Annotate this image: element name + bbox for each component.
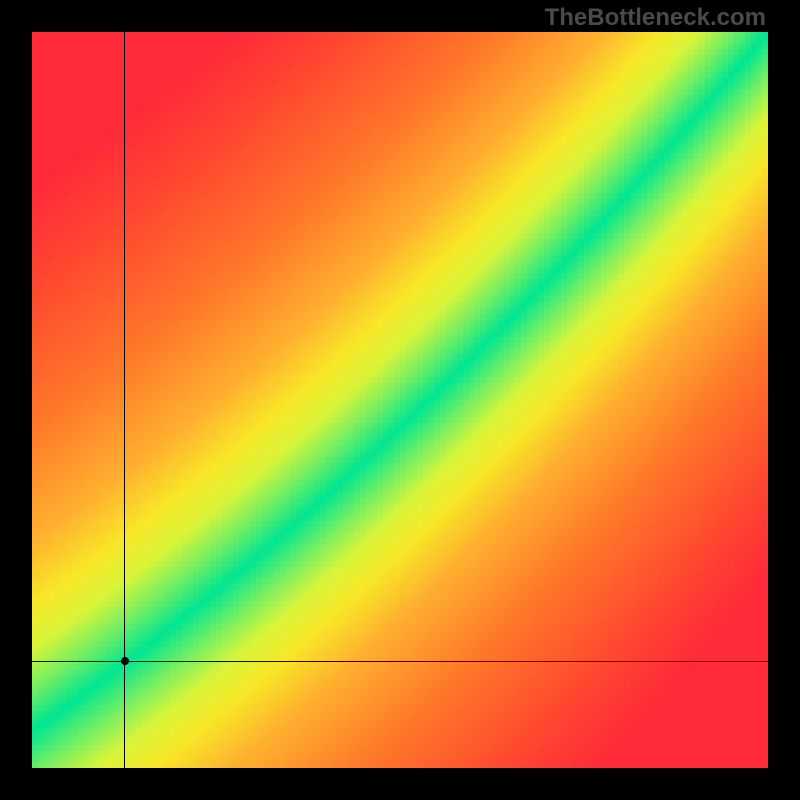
crosshair-horizontal-line bbox=[32, 661, 768, 662]
chart-container: TheBottleneck.com bbox=[0, 0, 800, 800]
heatmap-plot bbox=[32, 32, 768, 768]
crosshair-marker-dot bbox=[121, 657, 129, 665]
watermark-text: TheBottleneck.com bbox=[545, 4, 766, 32]
heatmap-canvas bbox=[32, 32, 768, 768]
